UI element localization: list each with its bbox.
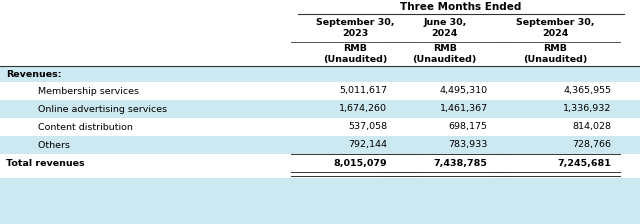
Text: 7,245,681: 7,245,681 bbox=[557, 159, 611, 168]
Text: June 30,
2024: June 30, 2024 bbox=[423, 18, 467, 38]
Text: Content distribution: Content distribution bbox=[26, 123, 132, 131]
Text: RMB
(Unaudited): RMB (Unaudited) bbox=[413, 44, 477, 64]
Text: 1,336,932: 1,336,932 bbox=[563, 105, 611, 114]
Bar bbox=[0, 100, 640, 118]
Text: 4,495,310: 4,495,310 bbox=[440, 86, 488, 95]
Text: RMB
(Unaudited): RMB (Unaudited) bbox=[524, 44, 588, 64]
Text: September 30,
2023: September 30, 2023 bbox=[316, 18, 394, 38]
Text: Three Months Ended: Three Months Ended bbox=[400, 2, 522, 12]
Text: 814,028: 814,028 bbox=[572, 123, 611, 131]
Text: 1,674,260: 1,674,260 bbox=[339, 105, 387, 114]
Bar bbox=[0, 0, 640, 66]
Text: Membership services: Membership services bbox=[26, 86, 139, 95]
Text: 4,365,955: 4,365,955 bbox=[563, 86, 611, 95]
Text: Others: Others bbox=[26, 140, 70, 149]
Text: Online advertising services: Online advertising services bbox=[26, 105, 167, 114]
Bar bbox=[0, 118, 640, 136]
Text: September 30,
2024: September 30, 2024 bbox=[516, 18, 595, 38]
Text: 5,011,617: 5,011,617 bbox=[339, 86, 387, 95]
Text: 783,933: 783,933 bbox=[448, 140, 488, 149]
Bar bbox=[0, 66, 640, 82]
Text: 1,461,367: 1,461,367 bbox=[440, 105, 488, 114]
Text: 698,175: 698,175 bbox=[449, 123, 488, 131]
Bar bbox=[0, 178, 640, 224]
Text: Revenues:: Revenues: bbox=[6, 69, 62, 78]
Text: Total revenues: Total revenues bbox=[6, 159, 85, 168]
Bar bbox=[0, 82, 640, 100]
Text: 728,766: 728,766 bbox=[572, 140, 611, 149]
Text: RMB
(Unaudited): RMB (Unaudited) bbox=[323, 44, 387, 64]
Text: 792,144: 792,144 bbox=[348, 140, 387, 149]
Text: 8,015,079: 8,015,079 bbox=[333, 159, 387, 168]
Bar bbox=[0, 136, 640, 154]
Text: 537,058: 537,058 bbox=[348, 123, 387, 131]
Bar bbox=[0, 154, 640, 172]
Text: 7,438,785: 7,438,785 bbox=[434, 159, 488, 168]
